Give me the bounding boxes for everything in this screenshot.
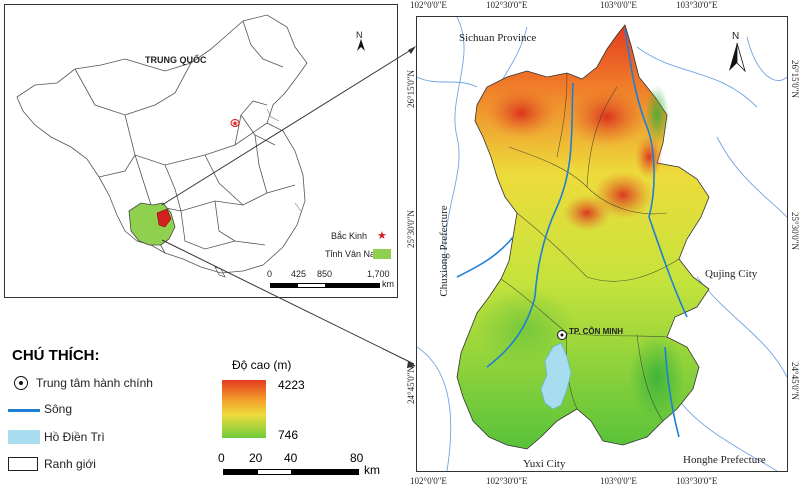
admin-center-icon [14,376,28,390]
inset-scale-tick-1: 425 [291,269,307,279]
scale-tick-2: 40 [284,451,298,465]
label-chuxiong: Chuxiong Prefecture [438,205,450,297]
scale-tick-3: 80 [350,451,364,465]
kunming-region-shape [156,208,172,228]
inset-scale-bar [270,283,380,288]
main-scale-bar [223,469,359,475]
beijing-star-icon: ★ [231,119,238,128]
coord-bottom-1: 102°30'0"E [486,476,528,486]
legend-title: CHÚ THÍCH: [12,347,100,364]
elevation-ramp [222,380,266,438]
coord-left-1: 25°30'0"N [406,210,416,248]
coord-bottom-0: 102°0'0"E [410,476,447,486]
legend-item-admin-label: Trung tâm hành chính [36,376,153,390]
coord-bottom-2: 103°0'0"E [600,476,637,486]
coord-bottom-3: 103°30'0"E [676,476,718,486]
inset-scale-tick-2: 850 [317,269,333,279]
label-honghe: Honghe Prefecture [683,454,766,466]
river-line-icon [8,409,40,412]
elevation-max: 4223 [278,378,305,392]
lake-swatch [8,430,40,444]
coord-right-0: 26°15'0"N [790,60,800,98]
yunnan-swatch [373,249,391,259]
coord-left-0: 26°15'0"N [406,70,416,108]
coord-left-2: 24°45'0"N [406,366,416,404]
inset-legend-yunnan-label: Tỉnh Vân Nam [325,249,383,259]
star-icon: ★ [377,229,387,242]
inset-north-arrow-icon [357,39,365,51]
label-sichuan: Sichuan Province [459,32,537,44]
elevation-min: 746 [278,428,299,442]
scale-tick-1: 20 [249,451,263,465]
coord-right-1: 25°30'0"N [790,212,800,250]
main-scale-unit: km [364,463,380,477]
boundary-swatch [8,457,38,471]
inset-legend-beijing-label: Bắc Kinh [331,231,368,241]
kunming-elevation-map [417,17,787,471]
inset-scale-tick-3: 1,700 [367,269,390,279]
coord-right-2: 24°45'0"N [790,362,800,400]
label-yuxi: Yuxi City [523,458,566,470]
coord-top-0: 102°0'0"E [410,0,447,10]
label-qujing: Qujing City [705,268,758,280]
china-outline-map: ★ [16,14,365,278]
legend-item-boundary-label: Ranh giới [44,457,96,471]
coord-top-2: 103°0'0"E [600,0,637,10]
inset-north-label: N [356,30,363,40]
main-north-label: N [732,31,740,42]
label-capital: TP. CÔN MINH [569,327,624,336]
scale-tick-0: 0 [218,451,225,465]
elevation-title: Độ cao (m) [232,358,292,372]
coord-top-1: 102°30'0"E [486,0,528,10]
legend-item-lake-label: Hồ Điền Trì [44,430,105,444]
main-map-frame: Sichuan Province Chuxiong Prefecture Quj… [416,16,788,472]
inset-scale-tick-0: 0 [267,269,273,279]
inset-map: ★ TRUNG QUỐC N Bắc Kinh ★ Tỉnh Vân Nam 0… [4,4,398,298]
legend-item-river-label: Sông [44,402,73,416]
inset-scale-unit: km [382,279,394,289]
coord-top-3: 103°30'0"E [676,0,718,10]
dianchi-lake-shape [540,342,572,410]
inset-country-label: TRUNG QUỐC [145,55,207,65]
